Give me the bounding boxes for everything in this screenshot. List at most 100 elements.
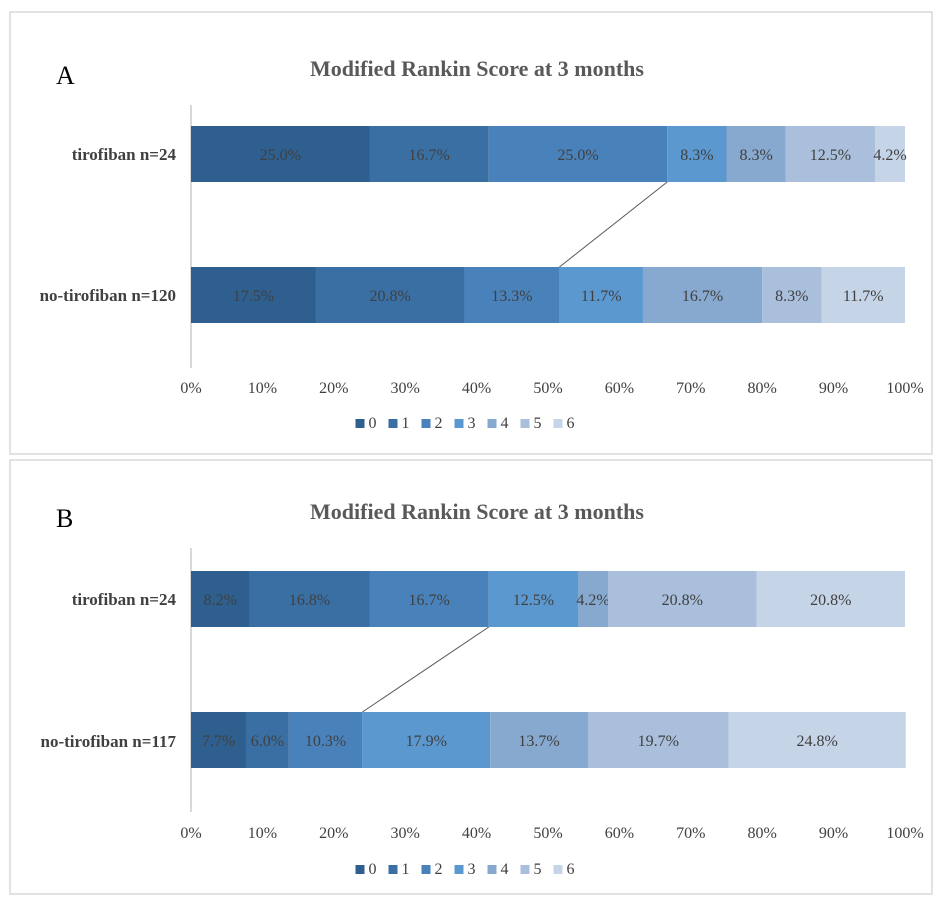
x-tick-label: 20%: [319, 825, 348, 842]
legend-label: 3: [468, 861, 476, 878]
data-label: 16.7%: [408, 592, 449, 609]
bar-segment-mrs-4: [490, 712, 588, 768]
bar-segment-mrs-1: [369, 126, 489, 182]
connector-line: [362, 626, 490, 713]
bar-segment-mrs-5: [587, 712, 729, 768]
panel-letter: B: [56, 504, 73, 533]
bar-segment-mrs-1: [315, 267, 465, 323]
bar-segment-mrs-1: [249, 571, 370, 627]
x-tick-label: 0%: [180, 380, 201, 397]
bar-segment-mrs-3: [667, 126, 727, 182]
x-tick-label: 30%: [391, 825, 420, 842]
x-tick-label: 50%: [533, 380, 562, 397]
x-tick-label: 60%: [605, 825, 634, 842]
data-label: 19.7%: [638, 733, 679, 750]
x-tick-label: 70%: [676, 380, 705, 397]
data-label: 11.7%: [581, 288, 622, 305]
connector-line: [559, 181, 668, 268]
chart-title: Modified Rankin Score at 3 months: [310, 499, 644, 524]
bar-segment-mrs-3: [362, 712, 491, 768]
bar-segment-mrs-6: [756, 571, 905, 627]
x-tick-label: 40%: [462, 380, 491, 397]
panel-b: B Modified Rankin Score at 3 months tiro…: [9, 459, 933, 895]
data-label: 25.0%: [557, 147, 598, 164]
data-label: 12.5%: [810, 147, 851, 164]
x-tick-label: 90%: [819, 380, 848, 397]
data-label: 13.3%: [491, 288, 532, 305]
data-label: 20.8%: [662, 592, 703, 609]
bar-segment-mrs-0: [191, 126, 370, 182]
x-tick-label: 20%: [319, 380, 348, 397]
legend-label: 6: [567, 861, 575, 878]
bar-segment-mrs-5: [762, 267, 822, 323]
legend-label: 5: [534, 415, 542, 432]
data-label: 12.5%: [513, 592, 554, 609]
bar-segment-mrs-4: [577, 571, 608, 627]
data-label: 8.3%: [739, 147, 772, 164]
legend-label: 2: [435, 415, 443, 432]
data-label: 16.7%: [682, 288, 723, 305]
x-tick-label: 0%: [180, 825, 201, 842]
data-label: 16.7%: [408, 147, 449, 164]
legend-label: 1: [402, 415, 410, 432]
x-tick-label: 40%: [462, 825, 491, 842]
legend-label: 2: [435, 861, 443, 878]
legend-label: 5: [534, 861, 542, 878]
legend-label: 4: [501, 861, 509, 878]
legend-label: 6: [567, 415, 575, 432]
data-label: 6.0%: [251, 733, 284, 750]
category-label: tirofiban n=24: [72, 145, 177, 164]
x-tick-label: 80%: [748, 825, 777, 842]
bar-segment-mrs-2: [464, 267, 560, 323]
data-label: 8.3%: [680, 147, 713, 164]
legend-swatch: [355, 419, 365, 428]
bar-segment-mrs-6: [821, 267, 905, 323]
legend-swatch: [421, 865, 431, 874]
bar-segment-mrs-0: [191, 267, 316, 323]
legend-swatch: [454, 419, 464, 428]
bar-segment-mrs-5: [607, 571, 757, 627]
x-tick-label: 70%: [676, 825, 705, 842]
legend-swatch: [454, 865, 464, 874]
data-label: 17.5%: [233, 288, 274, 305]
category-label: no-tirofiban n=117: [41, 732, 177, 751]
bar-segment-mrs-3: [488, 571, 578, 627]
bar-segment-mrs-5: [785, 126, 876, 182]
legend-swatch: [355, 865, 365, 874]
x-tick-label: 50%: [533, 825, 562, 842]
bar-segment-mrs-3: [559, 267, 643, 323]
data-label: 4.2%: [873, 147, 906, 164]
data-label: 7.7%: [202, 733, 235, 750]
data-label: 13.7%: [518, 733, 559, 750]
legend-swatch: [553, 865, 563, 874]
data-label: 8.3%: [775, 288, 808, 305]
bar-segment-mrs-2: [488, 126, 668, 182]
data-label: 20.8%: [370, 288, 411, 305]
x-tick-label: 30%: [391, 380, 420, 397]
panel-border: [9, 11, 933, 455]
bar-segment-mrs-6: [875, 126, 905, 182]
bar-segment-mrs-0: [191, 571, 250, 627]
data-label: 20.8%: [810, 592, 851, 609]
x-tick-label: 90%: [819, 825, 848, 842]
x-tick-label: 100%: [886, 380, 923, 397]
data-label: 25.0%: [260, 147, 301, 164]
legend-swatch: [388, 865, 398, 874]
data-label: 4.2%: [576, 592, 609, 609]
bar-segment-mrs-1: [245, 712, 289, 768]
data-label: 17.9%: [406, 733, 447, 750]
data-label: 10.3%: [305, 733, 346, 750]
legend-swatch: [553, 419, 563, 428]
legend-label: 0: [369, 861, 377, 878]
data-label: 8.2%: [204, 592, 237, 609]
bar-segment-mrs-2: [288, 712, 363, 768]
category-label: tirofiban n=24: [72, 590, 177, 609]
data-label: 11.7%: [843, 288, 884, 305]
panel-border: [9, 459, 933, 895]
bar-segment-mrs-4: [726, 126, 786, 182]
legend-label: 3: [468, 415, 476, 432]
data-label: 24.8%: [797, 733, 838, 750]
legend-label: 4: [501, 415, 509, 432]
